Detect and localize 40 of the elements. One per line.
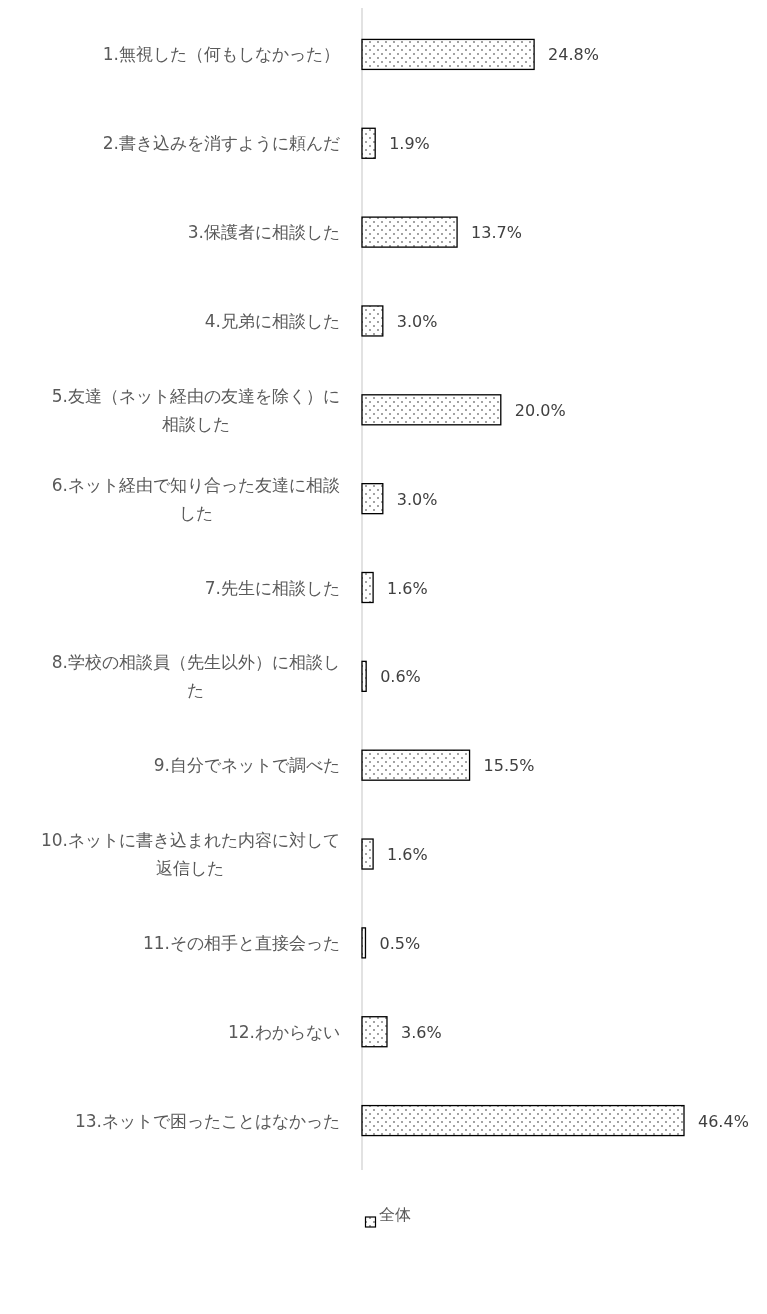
bar	[361, 660, 367, 692]
data-label: 15.5%	[483, 756, 535, 776]
data-label: 46.4%	[698, 1111, 749, 1131]
data-label: 0.6%	[380, 667, 421, 687]
y-tick-label: 7.先生に相談した	[204, 577, 340, 598]
y-tick-label: 5.友達（ネット経由の友達を除く）に相談した	[51, 385, 341, 434]
data-label: 3.0%	[396, 311, 438, 331]
bar	[361, 127, 376, 159]
data-label: 3.6%	[400, 1022, 442, 1042]
bar	[361, 1016, 388, 1048]
data-label: 24.8%	[548, 45, 599, 65]
bar	[361, 838, 374, 870]
y-tick-label: 2.書き込みを消すように頼んだ	[102, 133, 340, 154]
data-label: 13.7%	[471, 223, 522, 243]
data-label: 1.6%	[387, 845, 428, 865]
y-tick-label: 8.学校の相談員（先生以外）に相談した	[51, 652, 341, 701]
y-tick-label: 9.自分でネットで調べた	[153, 755, 340, 776]
data-label: 1.6%	[387, 578, 428, 598]
bar	[361, 483, 384, 515]
legend-label: 全体	[378, 1205, 411, 1224]
bar	[361, 38, 535, 71]
bar	[361, 1104, 685, 1137]
y-tick-label: 6.ネット経由で知り合った友達に相談した	[51, 474, 341, 523]
bar	[361, 927, 367, 959]
bar	[361, 216, 458, 248]
bar	[361, 749, 471, 781]
data-label: 1.9%	[389, 134, 430, 154]
y-tick-label: 10.ネットに書き込まれた内容に対して返信した	[40, 830, 341, 879]
y-tick-label: 13.ネットで困ったことはなかった	[74, 1110, 340, 1131]
bar	[361, 571, 374, 604]
data-label: 3.0%	[396, 489, 438, 509]
data-label: 20.0%	[514, 400, 566, 420]
y-tick-label: 1.無視した（何もしなかった）	[102, 44, 340, 65]
y-tick-label: 4.兄弟に相談した	[204, 310, 340, 331]
y-tick-label: 3.保護者に相談した	[187, 222, 340, 243]
bar	[361, 394, 502, 426]
data-label: 0.5%	[379, 933, 421, 953]
y-tick-label: 12.わからない	[227, 1021, 340, 1042]
bar	[361, 305, 384, 337]
y-tick-label: 11.その相手と直接会った	[142, 932, 340, 953]
